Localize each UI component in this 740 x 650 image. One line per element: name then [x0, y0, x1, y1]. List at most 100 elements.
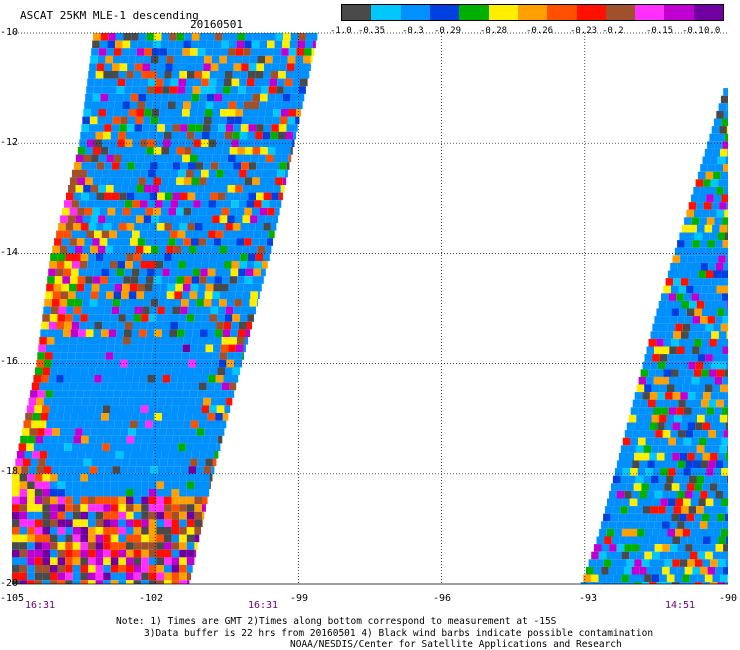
wind-cell: [657, 422, 665, 431]
wind-cell: [136, 154, 145, 163]
wind-cell: [238, 321, 247, 330]
wind-cell: [151, 109, 160, 117]
wind-cell: [69, 238, 77, 246]
color-scale-label: 0.0: [704, 26, 721, 36]
wind-cell: [644, 528, 653, 537]
wind-cell: [164, 542, 172, 550]
wind-cell: [92, 337, 101, 345]
wind-cell: [132, 443, 141, 451]
wind-cell: [290, 33, 299, 41]
wind-cell: [126, 124, 135, 132]
wind-cell: [118, 473, 126, 482]
wind-cell: [148, 131, 157, 140]
wind-cell: [692, 460, 701, 469]
wind-cell: [628, 475, 636, 484]
wind-cell: [634, 536, 643, 545]
wind-cell: [716, 369, 725, 377]
wind-cell: [707, 490, 716, 499]
wind-cell: [110, 78, 118, 87]
wind-cell: [111, 367, 119, 375]
wind-cell: [88, 306, 97, 315]
wind-cell: [706, 217, 715, 225]
wind-cell: [139, 413, 147, 421]
wind-cell: [95, 405, 103, 413]
wind-cell: [110, 261, 118, 269]
wind-cell: [34, 580, 43, 584]
wind-cell: [64, 321, 72, 330]
wind-cell: [118, 253, 127, 261]
wind-cell: [163, 443, 171, 451]
wind-cell: [243, 101, 252, 109]
wind-cell: [191, 177, 200, 185]
wind-cell: [679, 483, 687, 491]
wind-cell: [66, 306, 74, 315]
wind-cell: [689, 224, 697, 233]
wind-cell: [124, 200, 133, 208]
wind-cell: [698, 498, 706, 507]
wind-cell: [204, 428, 212, 436]
wind-cell: [194, 519, 202, 527]
wind-cell: [148, 405, 156, 413]
wind-cell: [662, 316, 670, 324]
wind-cell: [139, 329, 147, 337]
wind-cell: [250, 154, 259, 163]
wind-cell: [152, 344, 160, 353]
wind-cell: [115, 93, 124, 102]
wind-cell: [95, 519, 104, 527]
wind-cell: [187, 306, 196, 315]
wind-cell: [225, 253, 233, 261]
wind-cell: [118, 527, 126, 535]
wind-cell: [679, 582, 688, 584]
wind-cell: [647, 430, 656, 438]
wind-cell: [103, 223, 112, 231]
wind-cell: [179, 504, 187, 512]
wind-cell: [612, 475, 621, 484]
wind-cell: [91, 283, 100, 292]
wind-cell: [171, 481, 180, 489]
wind-cell: [214, 337, 222, 345]
wind-cell: [667, 528, 676, 537]
wind-cell: [611, 536, 620, 545]
wind-cell: [204, 55, 212, 64]
wind-cell: [292, 78, 300, 87]
wind-cell: [695, 559, 703, 567]
wind-cell: [661, 521, 670, 529]
wind-cell: [130, 451, 139, 459]
wind-cell: [212, 291, 220, 299]
wind-cell: [173, 466, 181, 474]
wind-cell: [76, 344, 84, 353]
wind-cell: [107, 337, 116, 345]
wind-cell: [42, 549, 50, 558]
wind-cell: [134, 192, 142, 201]
wind-cell: [71, 230, 79, 239]
wind-cell: [163, 131, 172, 140]
wind-cell: [274, 101, 282, 109]
wind-cell: [665, 361, 673, 370]
wind-cell: [82, 352, 91, 360]
wind-cell: [715, 316, 723, 324]
wind-cell: [84, 283, 92, 292]
wind-cell: [193, 321, 201, 330]
wind-cell: [135, 245, 144, 254]
wind-cell: [65, 565, 73, 573]
wind-cell: [142, 124, 150, 132]
wind-cell: [101, 413, 109, 421]
wind-cell: [195, 306, 203, 315]
wind-cell: [708, 460, 716, 469]
wind-cell: [27, 572, 35, 581]
wind-cell: [164, 534, 172, 543]
wind-cell: [44, 466, 52, 474]
wind-cell: [218, 63, 226, 71]
wind-cell: [598, 551, 607, 560]
wind-cell: [638, 376, 647, 385]
wind-cell: [691, 376, 700, 385]
wind-cell: [123, 33, 132, 41]
wind-cell: [85, 329, 94, 337]
wind-cell: [242, 185, 251, 193]
wind-cell: [637, 468, 646, 476]
wind-cell: [98, 291, 106, 299]
wind-cell: [221, 207, 230, 216]
wind-cell: [122, 283, 130, 292]
wind-cell: [150, 299, 159, 307]
wind-cell: [711, 331, 719, 339]
